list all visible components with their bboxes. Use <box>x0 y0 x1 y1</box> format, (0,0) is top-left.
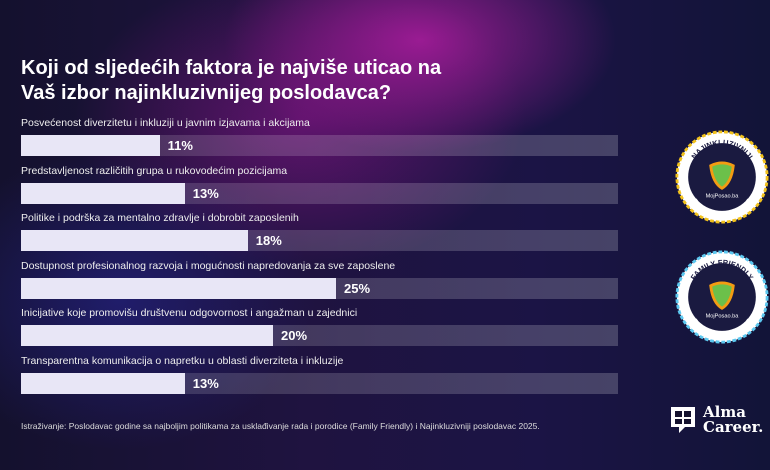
bar-track: 25% <box>21 277 618 299</box>
bar <box>21 230 248 252</box>
badge-brand: MojPosao.ba <box>706 194 740 200</box>
alma-career-icon <box>671 407 695 433</box>
bar <box>21 373 185 394</box>
value-label: 13% <box>192 376 219 391</box>
value-label: 13% <box>192 185 219 201</box>
page-title: Koji od sljedećih faktora je najviše uti… <box>21 57 442 104</box>
value-label: 18% <box>255 233 282 249</box>
bar-track: 11% <box>21 135 618 156</box>
category-label: Transparentna komunikacija o napretku u … <box>21 355 344 367</box>
bar-row: Posvećenost diverzitetu i inkluziji u ja… <box>21 117 618 156</box>
logo-line1: Alma <box>703 403 746 421</box>
bar-row: Politike i podrška za mentalno zdravlje … <box>21 212 618 252</box>
bar-row: Predstavljenost različitih grupa u rukov… <box>21 165 618 204</box>
category-label: Politike i podrška za mentalno zdravlje … <box>21 212 299 225</box>
bar <box>21 135 160 156</box>
bar <box>21 325 273 347</box>
value-label: 11% <box>167 138 193 153</box>
bar-track: 18% <box>21 230 618 252</box>
footnote: Istraživanje: Poslodavac godine sa najbo… <box>21 421 540 431</box>
badge-brand: MojPosao.ba <box>706 314 740 320</box>
category-label: Inicijative koje promovišu društvenu odg… <box>21 307 358 320</box>
value-label: 25% <box>344 280 371 296</box>
bar <box>21 182 185 204</box>
bar-track: 13% <box>21 182 618 204</box>
bar-row: Inicijative koje promovišu društvenu odg… <box>21 307 618 347</box>
bar <box>21 277 336 299</box>
najinkluzivniji-badge: MojPosao.ba NAJINKLUZIVNIJI POSLODAVAC 2… <box>675 130 769 224</box>
bar-row: Transparentna komunikacija o napretku u … <box>21 355 618 394</box>
category-label: Posvećenost diverzitetu i inkluziji u ja… <box>21 117 310 129</box>
bar-row: Dostupnost profesionalnog razvoja i mogu… <box>21 260 618 299</box>
bar-track: 20% <box>21 325 618 347</box>
family-friendly-badge: MojPosao.ba FAMILY FRIENDLY POSLODAVAC 2… <box>675 250 769 344</box>
alma-career-logo: Alma Career. <box>669 405 763 435</box>
bar-track: 13% <box>21 373 618 394</box>
value-label: 20% <box>281 328 308 344</box>
logo-line2: Career. <box>703 418 764 436</box>
category-label: Dostupnost profesionalnog razvoja i mogu… <box>21 259 396 272</box>
category-label: Predstavljenost različitih grupa u rukov… <box>21 164 288 177</box>
